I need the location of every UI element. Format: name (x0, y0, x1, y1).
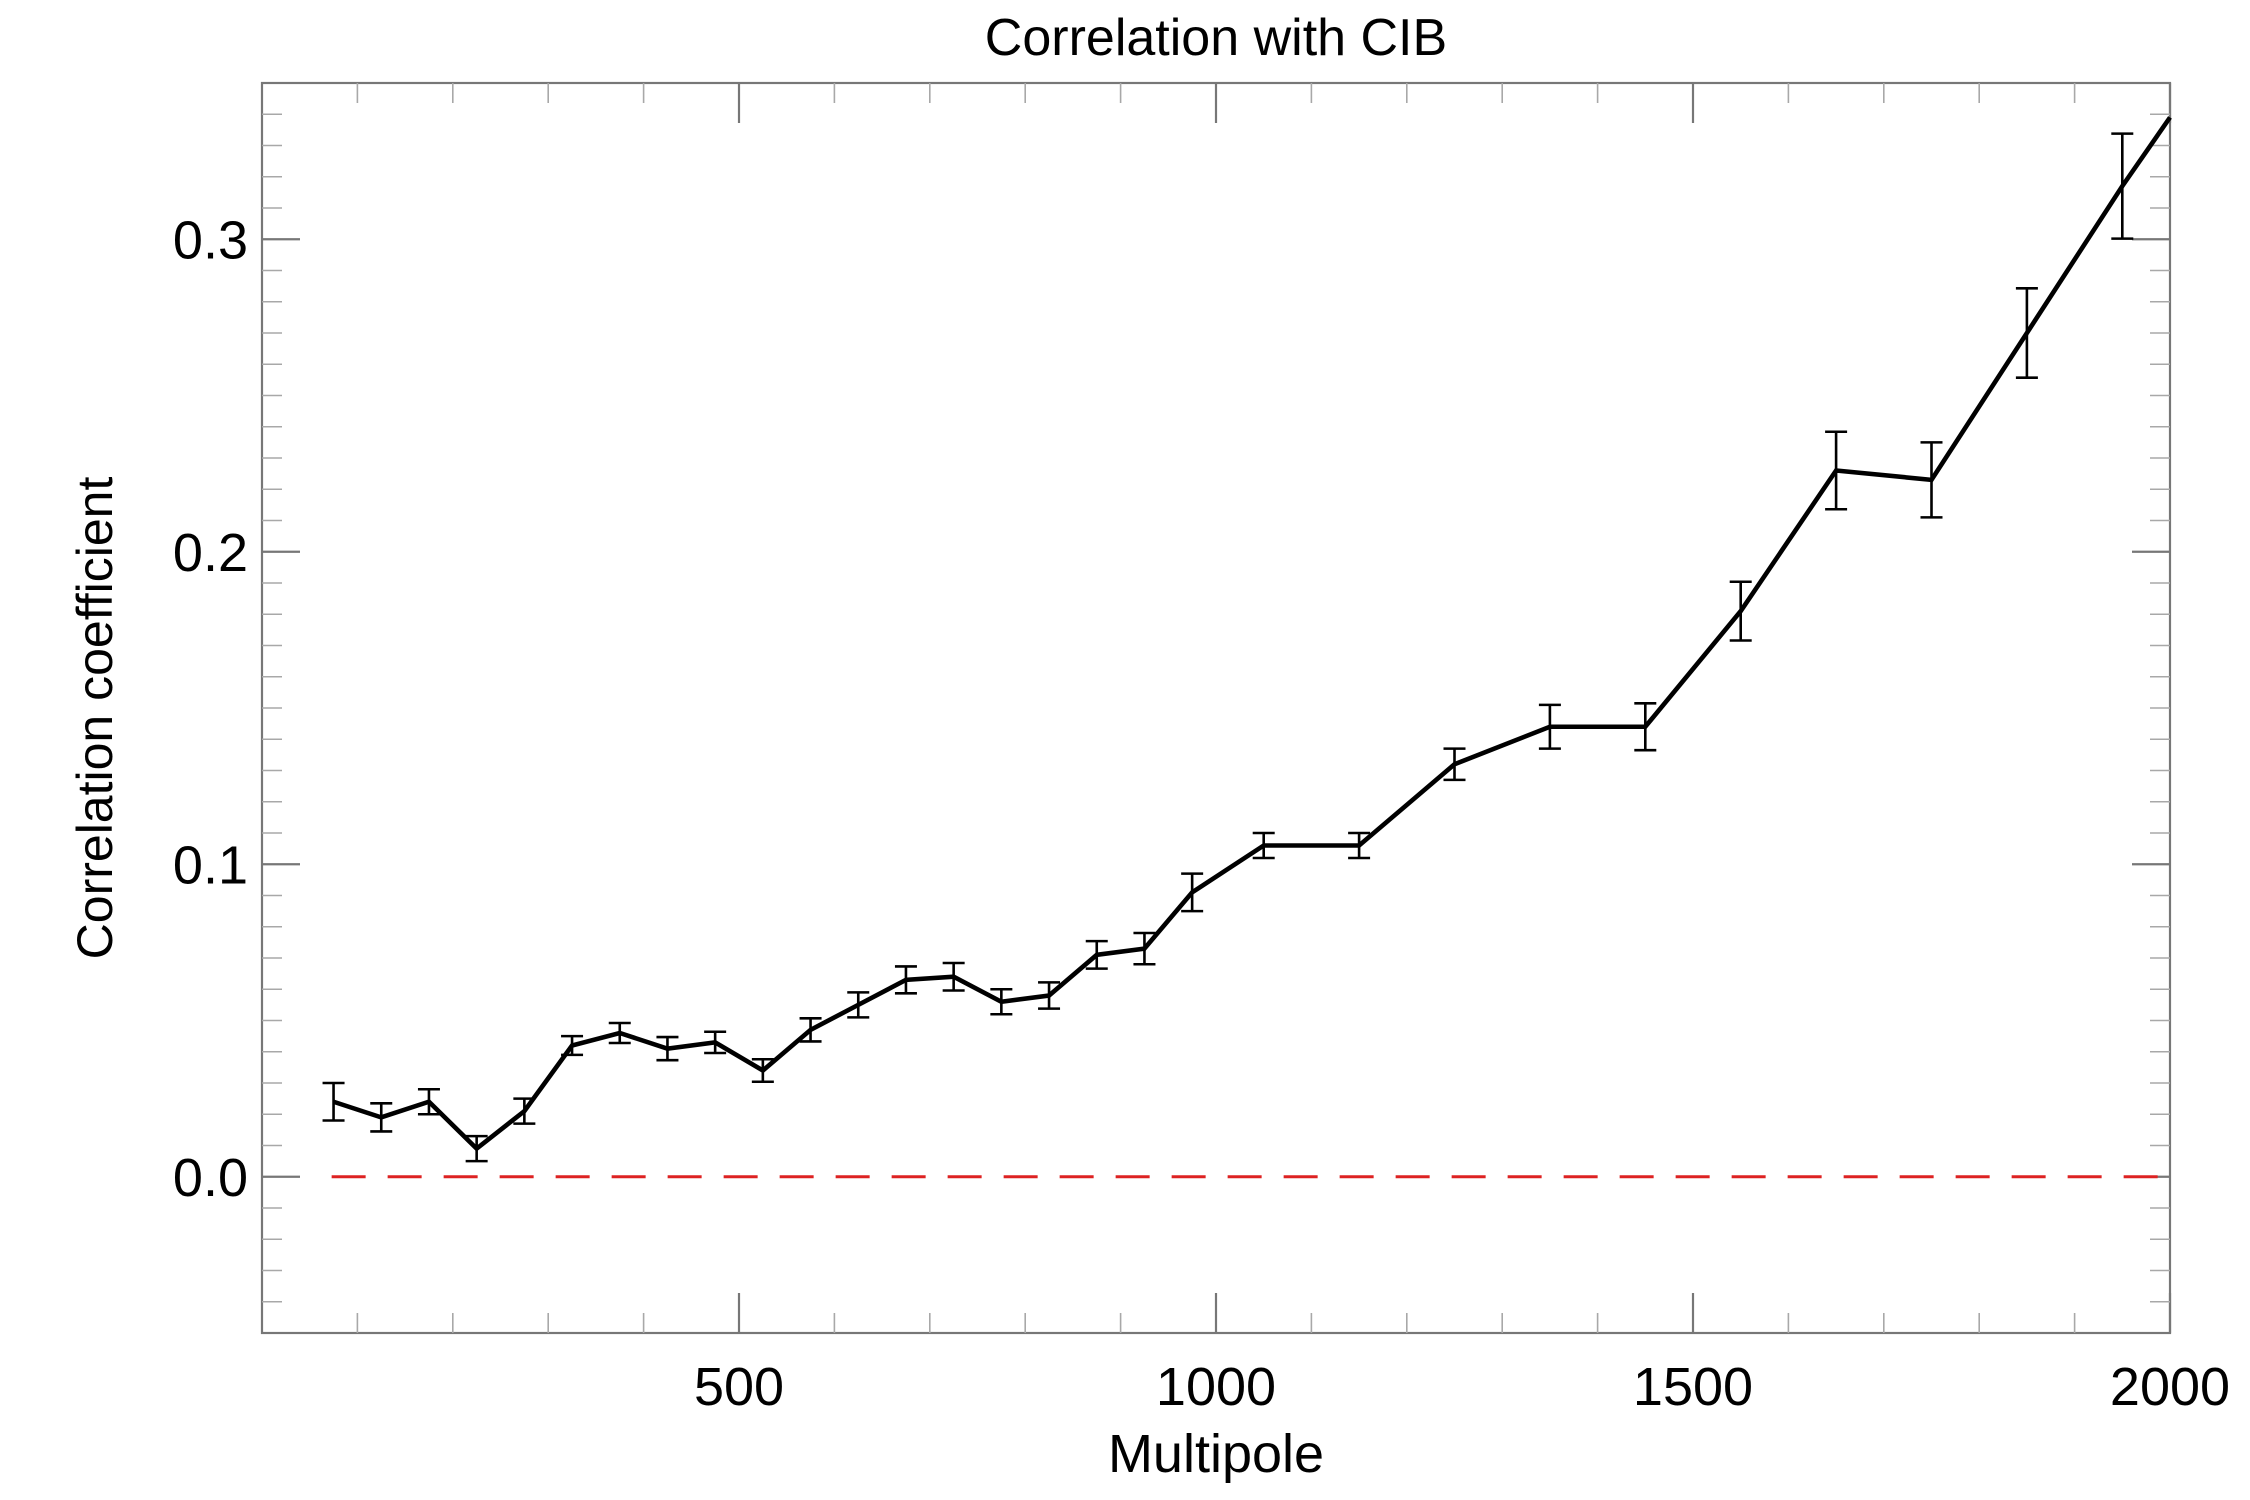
error-bar (799, 1017, 822, 1043)
x-tick-label: 2000 (2110, 1357, 2230, 1417)
error-bar (2111, 132, 2134, 240)
chart-title: Correlation with CIB (985, 9, 1447, 67)
error-bar (990, 987, 1013, 1016)
error-bar (1038, 981, 1061, 1010)
data-series (322, 116, 2172, 1163)
y-tick-label: 0.2 (173, 523, 248, 583)
x-tick-label: 1000 (1156, 1357, 1276, 1417)
y-tick-label: 0.0 (173, 1148, 248, 1208)
error-bar (465, 1134, 488, 1163)
error-bar (1133, 931, 1156, 966)
x-axis-label: Multipole (1108, 1424, 1324, 1484)
error-bar (1729, 580, 1752, 642)
error-bar (1252, 831, 1275, 860)
error-bar (1348, 831, 1371, 860)
error-bar (608, 1021, 631, 1045)
y-axis-label: Correlation coefficient (67, 477, 123, 960)
tick-labels: 500 1000 1500 2000 0.0 0.1 0.2 0.3 (173, 210, 2230, 1417)
axis-ticks (262, 83, 2172, 1333)
error-bar (1825, 430, 1848, 511)
error-bar (942, 961, 965, 992)
error-bar (704, 1030, 727, 1055)
series-line (332, 116, 2172, 1152)
error-bar (1634, 702, 1657, 752)
error-bar (370, 1102, 393, 1133)
error-bar (322, 1081, 345, 1122)
error-bar (1443, 747, 1466, 782)
y-tick-label: 0.1 (173, 835, 248, 895)
plot-border (260, 81, 2172, 1335)
error-bar (894, 965, 917, 995)
error-bar (1085, 939, 1108, 970)
error-bar (1538, 703, 1561, 750)
y-tick-label: 0.3 (173, 210, 248, 270)
error-bar (417, 1087, 440, 1116)
plot-frame (260, 81, 2172, 1335)
error-bar (1181, 872, 1204, 913)
error-bar (1920, 441, 1943, 519)
error-bar (2015, 287, 2038, 379)
error-bar (751, 1057, 774, 1084)
x-tick-label: 1500 (1633, 1357, 1753, 1417)
error-bar (847, 991, 870, 1019)
error-bar (561, 1034, 584, 1057)
error-bar (513, 1097, 536, 1125)
error-bar (656, 1035, 679, 1062)
x-tick-label: 500 (694, 1357, 784, 1417)
